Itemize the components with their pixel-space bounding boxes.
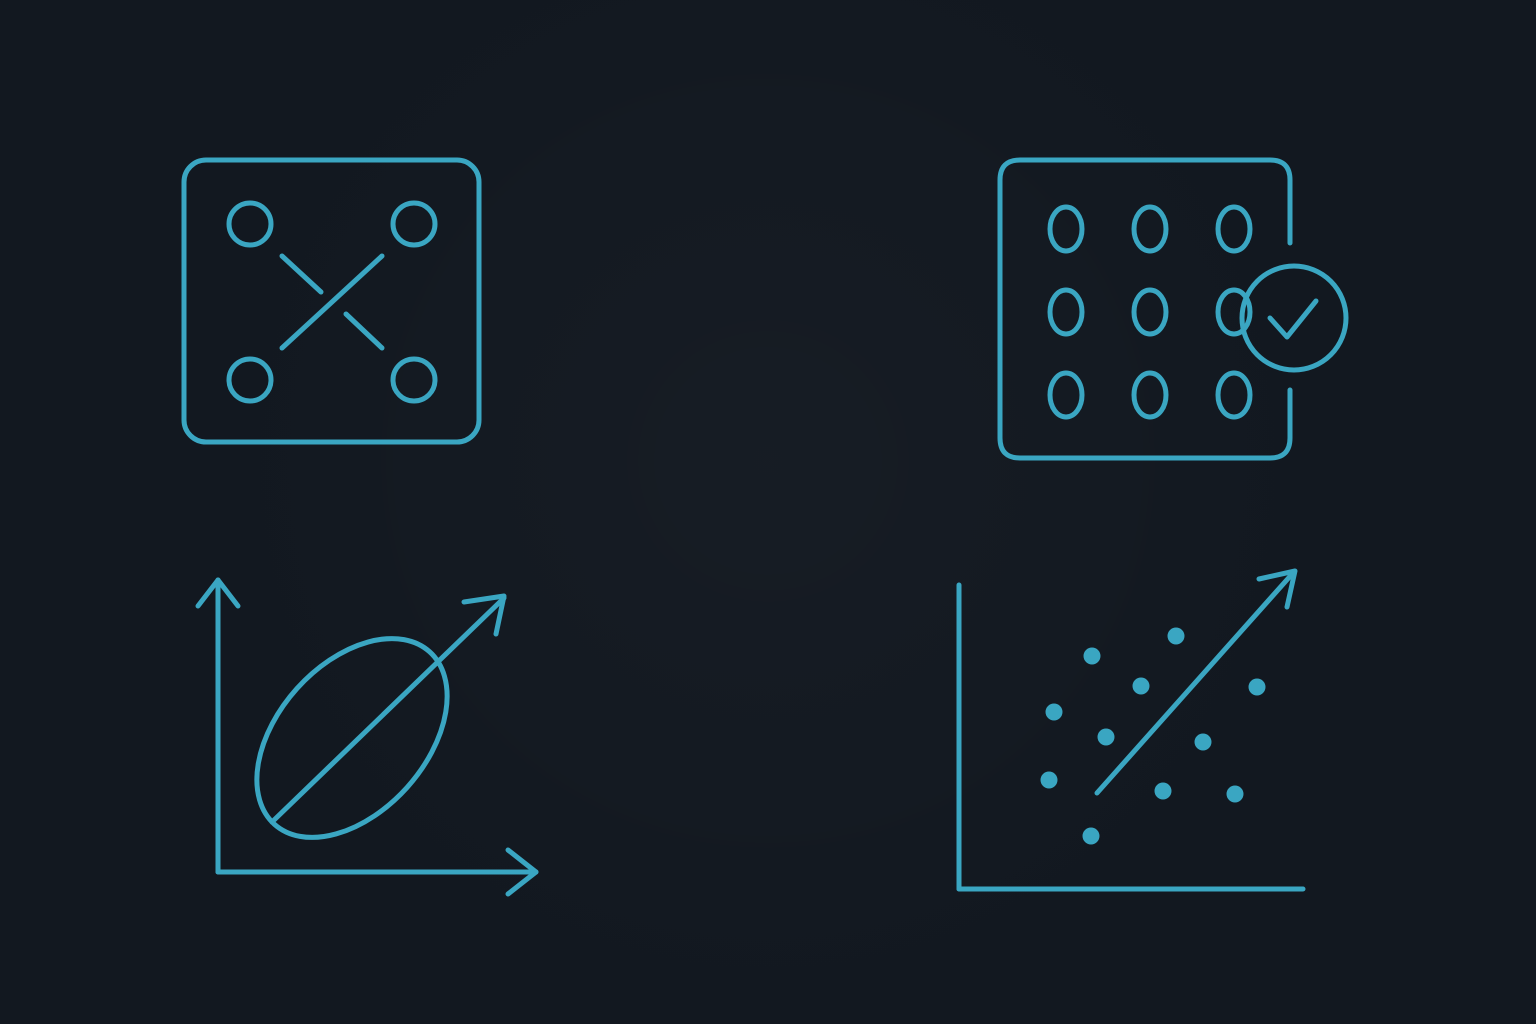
matrix-frame xyxy=(181,157,482,445)
zero-cell xyxy=(1131,204,1169,254)
check-badge-circle xyxy=(1239,263,1349,373)
zero-cell xyxy=(1215,370,1253,420)
data-ellipse xyxy=(254,636,450,840)
principal-axis-line xyxy=(269,595,507,825)
zero-grid xyxy=(1047,204,1253,420)
corner-circle-bottom-left xyxy=(226,356,274,404)
scatter-point xyxy=(1097,728,1115,746)
corner-circle-top-left xyxy=(226,200,274,248)
zero-cell xyxy=(1047,204,1085,254)
scatter-point xyxy=(1083,647,1101,665)
zero-matrix-check-icon xyxy=(997,157,1349,461)
scatter-point xyxy=(1040,771,1058,789)
zero-cell xyxy=(1131,370,1169,420)
ellipse-principal-axis-icon xyxy=(195,577,539,897)
scatter-point xyxy=(1045,703,1063,721)
cross-line-upper-left xyxy=(279,253,324,295)
corner-circle-bottom-right xyxy=(390,356,438,404)
scatter-point xyxy=(1082,827,1100,845)
scatter-point xyxy=(1226,785,1244,803)
zero-cell xyxy=(1215,287,1253,337)
zero-cell xyxy=(1131,287,1169,337)
trend-line xyxy=(1094,570,1296,796)
scatter-point xyxy=(1154,782,1172,800)
matrix-frame xyxy=(997,157,1293,461)
trend-arrowhead xyxy=(1256,568,1298,610)
y-axis-arrowhead xyxy=(195,577,241,609)
zero-cell xyxy=(1047,287,1085,337)
matrix-transpose-icon xyxy=(181,157,482,445)
zero-cell xyxy=(1215,204,1253,254)
cross-line-lower-right xyxy=(343,311,385,351)
scatter-points xyxy=(1040,627,1266,845)
zero-cell xyxy=(1047,370,1085,420)
x-axis-arrowhead xyxy=(505,847,539,897)
scatter-point xyxy=(1132,677,1150,695)
corner-circle-top-right xyxy=(390,200,438,248)
cross-line-diagonal xyxy=(279,253,385,351)
scatter-point xyxy=(1194,733,1212,751)
check-icon xyxy=(1267,298,1319,340)
scatter-regression-icon xyxy=(956,568,1306,892)
scatter-point xyxy=(1167,627,1185,645)
scatter-point xyxy=(1248,678,1266,696)
principal-axis-arrowhead xyxy=(461,593,507,637)
